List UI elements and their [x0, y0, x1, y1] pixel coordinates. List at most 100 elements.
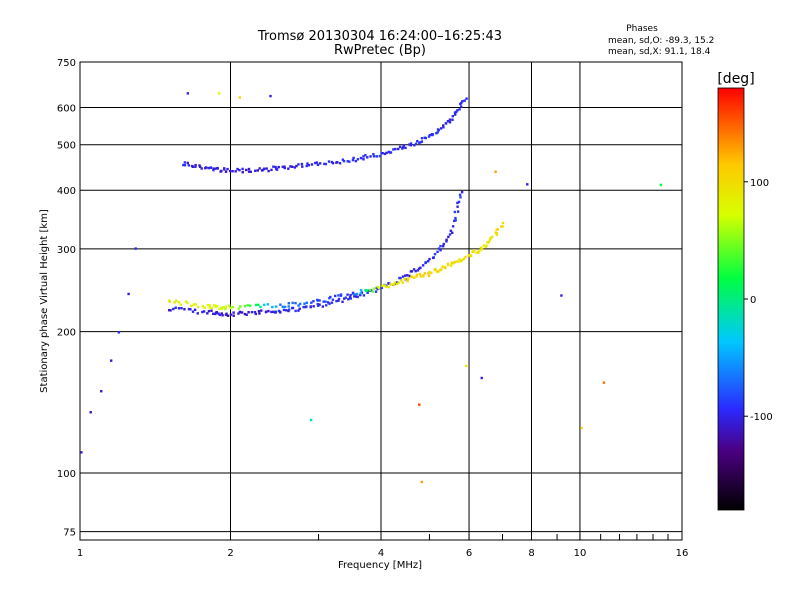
colorbar-label: [deg]	[717, 71, 754, 87]
data-point	[372, 287, 376, 290]
data-point	[229, 306, 232, 310]
data-point	[294, 301, 297, 305]
data-point	[267, 309, 270, 313]
data-point	[346, 293, 349, 296]
data-point	[442, 242, 445, 246]
data-point	[269, 94, 272, 98]
data-point	[312, 300, 315, 303]
data-point	[343, 297, 346, 300]
data-point	[248, 304, 252, 307]
data-point	[324, 162, 328, 166]
data-point	[349, 293, 352, 297]
data-point	[351, 158, 355, 162]
data-point	[177, 301, 181, 304]
data-point	[256, 303, 260, 307]
data-point	[415, 275, 418, 278]
data-point	[237, 312, 240, 315]
data-point	[210, 309, 213, 312]
data-point	[418, 272, 422, 276]
data-point	[236, 167, 239, 171]
data-point	[322, 300, 325, 303]
data-point	[224, 307, 227, 311]
data-point	[222, 306, 225, 309]
data-point	[356, 295, 359, 299]
data-point	[490, 235, 494, 239]
data-point	[306, 162, 309, 165]
data-point	[430, 271, 433, 275]
data-point	[211, 312, 215, 315]
data-point	[496, 228, 499, 231]
data-point	[224, 305, 228, 308]
data-point	[404, 274, 407, 277]
data-point	[223, 168, 226, 171]
data-point	[393, 281, 397, 284]
data-point	[249, 170, 252, 173]
data-point	[416, 269, 420, 272]
data-point	[333, 294, 337, 298]
data-point	[267, 169, 270, 173]
data-point	[307, 163, 311, 167]
data-point	[423, 272, 427, 275]
data-point	[410, 270, 414, 273]
data-point	[201, 310, 204, 314]
data-point	[387, 285, 390, 289]
y-tick-label: 100	[57, 469, 76, 480]
data-point	[401, 146, 405, 149]
data-point	[359, 293, 362, 297]
data-point	[297, 163, 300, 166]
y-tick-label: 200	[57, 328, 76, 339]
data-point	[341, 300, 344, 303]
data-point	[402, 144, 406, 147]
data-point	[277, 165, 280, 169]
data-point	[495, 233, 499, 237]
data-point	[346, 160, 349, 163]
data-point	[448, 121, 452, 124]
data-point	[440, 268, 443, 271]
data-point	[274, 305, 278, 308]
data-point	[450, 261, 453, 265]
data-point	[224, 170, 228, 173]
data-point	[240, 311, 244, 314]
data-point	[461, 100, 464, 103]
data-point	[421, 264, 425, 267]
data-point	[183, 161, 187, 164]
data-point	[659, 183, 663, 187]
y-axis-label: Stationary phase Virtual Height [km]	[39, 209, 50, 393]
data-point	[446, 119, 450, 123]
data-point	[318, 162, 322, 165]
data-point	[435, 131, 438, 135]
data-point	[247, 167, 251, 171]
data-point	[580, 426, 583, 430]
data-point	[217, 92, 221, 95]
data-point	[274, 310, 278, 313]
data-point	[372, 153, 375, 156]
data-point	[327, 160, 331, 163]
data-point	[392, 148, 395, 151]
data-point	[338, 162, 342, 165]
data-point	[279, 311, 282, 314]
data-point	[254, 169, 257, 172]
data-point	[220, 312, 223, 315]
data-point	[212, 167, 215, 170]
data-point	[401, 281, 405, 284]
data-point	[318, 299, 321, 302]
data-point	[460, 190, 464, 194]
data-point	[456, 205, 459, 208]
data-point	[407, 277, 410, 280]
data-point	[298, 307, 301, 311]
data-point	[191, 165, 195, 168]
data-point	[305, 305, 308, 308]
data-point	[437, 270, 440, 273]
data-point	[359, 292, 362, 295]
data-point	[427, 274, 431, 278]
data-point	[337, 299, 340, 302]
data-point	[399, 276, 402, 280]
data-point	[259, 305, 262, 309]
data-point	[467, 254, 471, 257]
x-tick-label: 6	[466, 548, 472, 559]
data-point	[378, 154, 382, 158]
data-point	[287, 309, 290, 313]
data-point	[356, 158, 360, 161]
data-point	[281, 165, 284, 169]
data-point	[419, 141, 422, 144]
